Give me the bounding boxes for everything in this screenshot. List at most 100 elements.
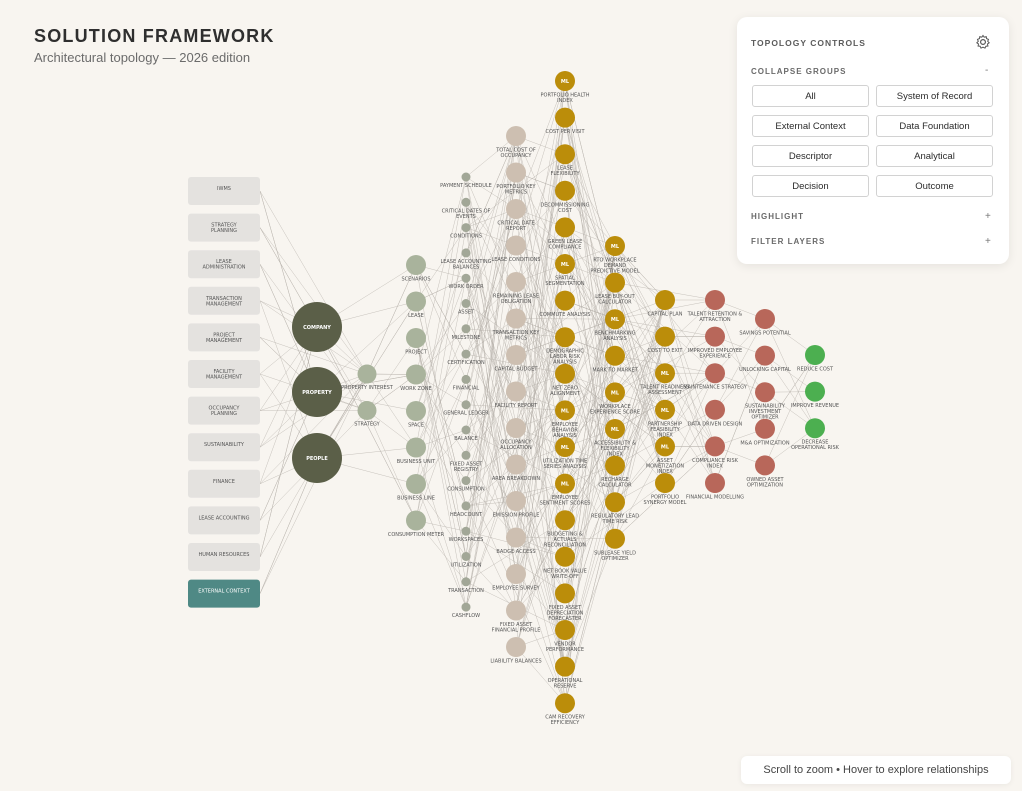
node-sublease-yield-optimizer[interactable]	[605, 528, 625, 549]
node-workspaces[interactable]	[461, 526, 471, 536]
node-occupancy-allocation[interactable]	[506, 418, 526, 438]
context-box-facility-management[interactable]	[188, 360, 260, 388]
node-improved-employee-experience[interactable]	[705, 326, 725, 347]
context-box-external-context[interactable]	[188, 579, 260, 608]
node-certification[interactable]	[461, 349, 471, 359]
node-project[interactable]	[406, 328, 426, 348]
node-employee-behavior-analysis[interactable]	[555, 400, 575, 421]
node-cost-per-visit[interactable]	[555, 107, 575, 128]
node-decommissioning-cost[interactable]	[555, 180, 575, 201]
node-rto-workplace-demand-predictive-model[interactable]	[605, 236, 625, 256]
node-employee-sentiment-scores[interactable]	[555, 473, 575, 494]
node-consumption[interactable]	[461, 476, 471, 486]
group-button-outcome[interactable]: Outcome	[876, 175, 993, 197]
group-button-data-foundation[interactable]: Data Foundation	[876, 115, 993, 137]
node-emission-profile[interactable]	[506, 491, 526, 511]
node-talent-readiness-assessment[interactable]	[655, 363, 675, 384]
node-utilization-time-series-analysis[interactable]	[555, 437, 575, 457]
highlight-toggle[interactable]: +	[985, 211, 991, 222]
node-strategy[interactable]	[357, 401, 377, 420]
node-capital-budget[interactable]	[506, 345, 526, 365]
node-consumption-meter[interactable]	[406, 510, 426, 531]
node-critical-date-report[interactable]	[506, 199, 526, 219]
node-company[interactable]	[292, 302, 342, 352]
node-general-ledger[interactable]	[461, 400, 471, 410]
node-capital-plan[interactable]	[655, 290, 675, 310]
node-savings-potential[interactable]	[755, 309, 775, 329]
filter-layers-toggle[interactable]: +	[985, 236, 991, 247]
node-milestone[interactable]	[461, 324, 471, 334]
node-scenarios[interactable]	[406, 255, 426, 275]
node-unlocking-capital[interactable]	[755, 345, 775, 366]
node-space[interactable]	[406, 401, 426, 421]
node-net-zero-alignment[interactable]	[555, 363, 575, 384]
node-financial-modelling[interactable]	[705, 473, 725, 493]
node-critical-dates-of-events[interactable]	[461, 197, 471, 207]
node-decrease-operational-risk[interactable]	[805, 418, 825, 439]
node-owned-asset-optimization[interactable]	[755, 455, 775, 476]
node-lease[interactable]	[406, 291, 426, 312]
node-portfolio-synergy-model[interactable]	[655, 473, 675, 493]
collapse-toggle[interactable]: -	[985, 65, 989, 76]
node-headcount[interactable]	[461, 501, 471, 511]
node-lease-flexibility[interactable]	[555, 144, 575, 165]
group-button-all[interactable]: All	[752, 85, 869, 107]
node-people[interactable]	[292, 433, 342, 483]
group-button-descriptor[interactable]: Descriptor	[752, 145, 869, 167]
context-box-lease-accounting[interactable]	[188, 506, 260, 535]
node-maintenance-strategy[interactable]	[705, 363, 725, 384]
context-box-strategy-planning[interactable]	[188, 213, 260, 242]
node-vendor-performance[interactable]	[555, 620, 575, 640]
node-portfolio-health-index[interactable]	[555, 71, 575, 91]
node-fixed-asset-depreciation-forecaster[interactable]	[555, 583, 575, 604]
node-business-unit[interactable]	[406, 437, 426, 458]
node-regulatory-lead-time-risk[interactable]	[605, 492, 625, 513]
group-button-system-of-record[interactable]: System of Record	[876, 85, 993, 107]
node-recharge-calculator[interactable]	[605, 455, 625, 476]
node-benchmarking-analysis[interactable]	[605, 309, 625, 330]
node-asset[interactable]	[461, 299, 471, 308]
node-payment-schedule[interactable]	[461, 172, 471, 182]
node-facility-report[interactable]	[506, 381, 526, 402]
node-fixed-asset-financial-profile[interactable]	[506, 600, 526, 621]
node-transaction-key-metrics[interactable]	[506, 308, 526, 329]
node-demographic-labor-risk-analysis[interactable]	[555, 327, 575, 348]
node-cam-recovery-efficiency[interactable]	[555, 693, 575, 714]
context-box-occupancy-planning[interactable]	[188, 396, 260, 425]
node-data-driven-design[interactable]	[705, 399, 725, 420]
node-total-cost-of-occupancy[interactable]	[506, 126, 526, 146]
node-work-zone[interactable]	[406, 364, 426, 385]
node-remaining-lease-obligation[interactable]	[506, 272, 526, 292]
node-property[interactable]	[292, 367, 342, 417]
node-lease-buy-out-calculator[interactable]	[605, 272, 625, 293]
node-employee-survey[interactable]	[506, 564, 526, 584]
node-business-line[interactable]	[406, 474, 426, 494]
node-conditions[interactable]	[461, 223, 471, 233]
node-sustainability-investment-optimizer[interactable]	[755, 382, 775, 403]
node-transaction[interactable]	[461, 577, 471, 587]
highlight-label[interactable]: HIGHLIGHT	[751, 212, 804, 221]
node-financial[interactable]	[461, 374, 471, 384]
node-improve-revenue[interactable]	[805, 381, 825, 402]
node-cost-to-exit[interactable]	[655, 326, 675, 347]
node-lease-accounting-balances[interactable]	[461, 248, 471, 258]
node-cashflow[interactable]	[461, 602, 471, 612]
filter-layers-label[interactable]: FILTER LAYERS	[751, 237, 826, 246]
context-box-project-management[interactable]	[188, 323, 260, 352]
node-property-interest[interactable]	[357, 364, 377, 384]
group-button-analytical[interactable]: Analytical	[876, 145, 993, 167]
node-balance[interactable]	[461, 425, 471, 435]
node-portfolio-key-metrics[interactable]	[506, 162, 526, 183]
context-box-human-resources[interactable]	[188, 543, 260, 571]
node-lease-conditions[interactable]	[506, 235, 526, 256]
node-m-a-optimization[interactable]	[755, 418, 775, 439]
node-budgeting-actuals-reconciliation[interactable]	[555, 510, 575, 531]
node-spatial-segmentation[interactable]	[555, 254, 575, 274]
node-accessibility-flexibility-index[interactable]	[605, 419, 625, 439]
node-net-book-value-write-off[interactable]	[555, 546, 575, 567]
node-commute-analysis[interactable]	[555, 290, 575, 311]
node-compliance-risk-index[interactable]	[705, 436, 725, 457]
node-partnership-feasibility-index[interactable]	[655, 399, 675, 420]
node-utilization[interactable]	[461, 552, 471, 561]
